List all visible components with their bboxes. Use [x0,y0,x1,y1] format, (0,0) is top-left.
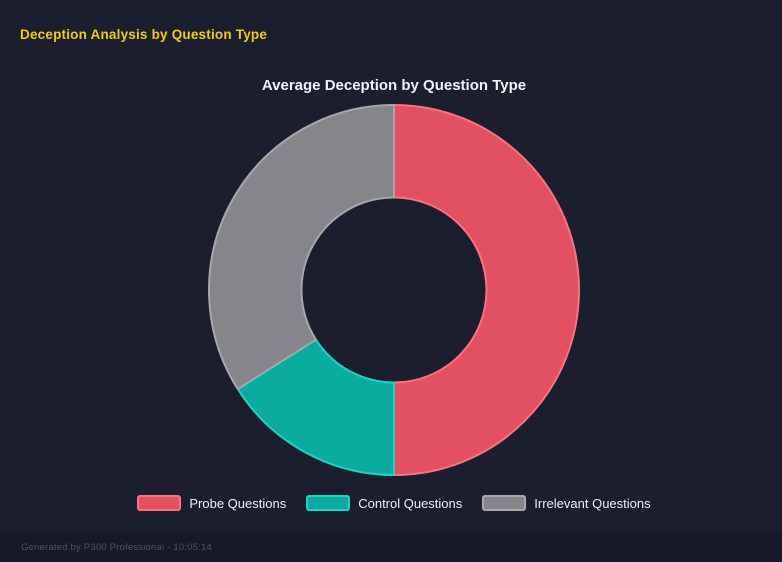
legend-swatch-probe [137,495,182,511]
legend-item-control-questions[interactable]: Control Questions [306,495,462,511]
legend-item-probe-questions[interactable]: Probe Questions [137,495,286,511]
donut-slice-control-questions[interactable] [236,338,395,476]
legend-item-irrelevant-questions[interactable]: Irrelevant Questions [482,495,651,511]
legend-label-irrelevant: Irrelevant Questions [534,495,651,511]
donut-slice-irrelevant-questions[interactable] [208,104,395,391]
footer-text: Generated by P300 Professional - 10:05:1… [21,542,212,553]
legend-swatch-irrelevant [482,495,527,511]
legend-label-probe: Probe Questions [189,495,287,511]
donut-slice-probe-questions[interactable] [393,104,580,476]
footer-bar: Generated by P300 Professional - 10:05:1… [0,533,782,562]
legend-swatch-control [306,495,351,511]
chart-legend: Probe Questions Control Questions Irrele… [0,495,782,511]
legend-label-control: Control Questions [358,495,463,511]
chart-title: Average Deception by Question Type [261,77,527,94]
page-title: Deception Analysis by Question Type [20,27,268,42]
